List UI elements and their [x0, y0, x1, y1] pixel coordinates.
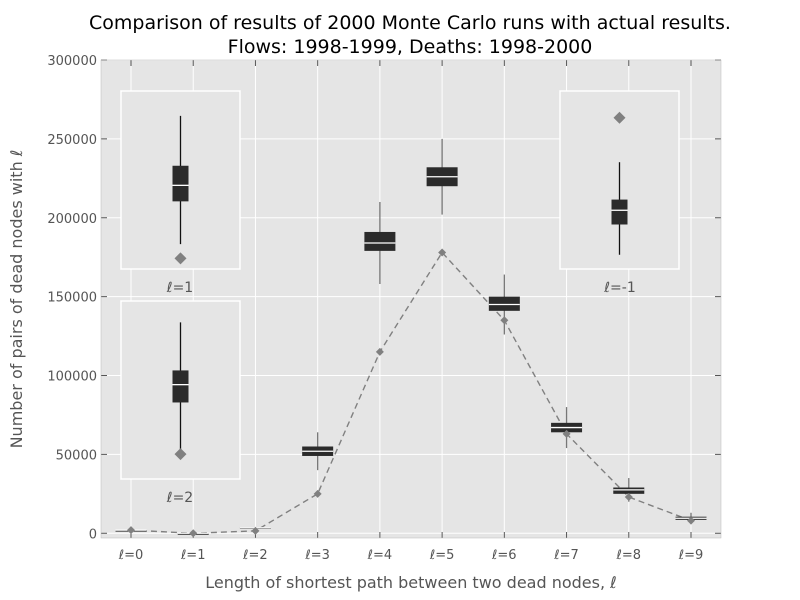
x-tick-label: ℓ=7 — [553, 548, 579, 563]
x-axis-label: Length of shortest path between two dead… — [205, 573, 617, 592]
inset-actual-marker — [174, 448, 187, 461]
actual-result-marker — [189, 529, 198, 538]
inset-panels — [120, 90, 680, 480]
x-tick-label: ℓ=2 — [242, 548, 268, 563]
actual-result-marker — [375, 347, 384, 356]
chart-title-line-2: Flows: 1998-1999, Deaths: 1998-2000 — [227, 36, 593, 58]
y-tick-label: 300000 — [47, 54, 97, 69]
actual-result-marker — [251, 526, 260, 535]
x-tick-label: ℓ=6 — [491, 548, 517, 563]
actual-result-marker — [313, 489, 322, 498]
inset-label: ℓ=-1 — [603, 280, 635, 296]
labels: 0 50000 100000 150000 200000 250000 300000 ℓ=0 ℓ… — [7, 54, 722, 592]
y-tick-label: 150000 — [47, 291, 97, 306]
x-tick-label: ℓ=8 — [616, 548, 642, 563]
x-tick-label: ℓ=0 — [118, 548, 144, 563]
actual-result-marker — [500, 316, 509, 325]
inset-actual-marker — [174, 252, 187, 265]
plot-frame — [100, 59, 722, 539]
actual-result-marker — [562, 429, 571, 438]
inset-box — [172, 165, 189, 202]
actual-result-marker — [127, 526, 135, 535]
inset-box — [611, 199, 628, 225]
series — [115, 138, 707, 538]
axis-ticks — [101, 59, 721, 538]
x-tick-label: ℓ=3 — [304, 548, 330, 563]
box — [364, 231, 396, 251]
y-tick-label: 250000 — [47, 133, 97, 148]
inset-label: ℓ=1 — [166, 280, 193, 296]
y-tick-label: 100000 — [47, 370, 97, 385]
x-tick-label: ℓ=5 — [429, 548, 455, 563]
x-tick-label: ℓ=1 — [180, 548, 206, 563]
x-tick-label: ℓ=9 — [678, 548, 704, 563]
box — [613, 487, 645, 494]
y-tick-label: 50000 — [56, 448, 97, 463]
x-tick-label: ℓ=4 — [367, 548, 393, 563]
inset-box — [172, 370, 189, 403]
y-axis-label: Number of pairs of dead nodes with ℓ — [7, 150, 26, 449]
y-tick-label: 200000 — [47, 212, 97, 227]
inset-actual-marker — [613, 111, 626, 124]
actual-results-line — [130, 251, 692, 534]
actual-result-marker — [438, 248, 447, 257]
inset-label: ℓ=2 — [166, 490, 193, 506]
chart-title-line-1: Comparison of results of 2000 Monte Carl… — [89, 12, 731, 34]
box — [488, 296, 520, 311]
actual-result-marker — [624, 492, 633, 501]
actual-result-marker — [687, 516, 695, 525]
y-tick-label: 0 — [89, 527, 97, 542]
